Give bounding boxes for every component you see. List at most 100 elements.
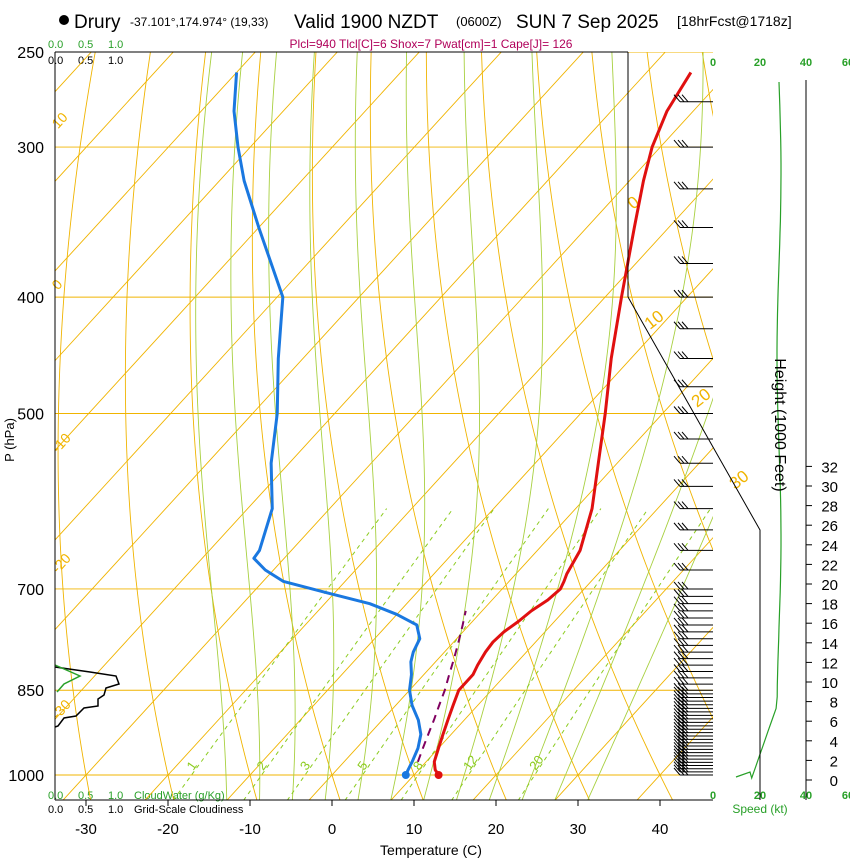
height-tick-label: 10 xyxy=(821,675,838,692)
isotherm-line xyxy=(390,447,713,800)
p-tick-label: 500 xyxy=(17,407,44,424)
wind-barb-flag xyxy=(681,562,689,571)
speed-tick-top: 40 xyxy=(800,57,812,69)
wind-barb-flag xyxy=(673,725,681,733)
isotherm-line xyxy=(55,52,174,182)
mixing-ratio-label: 1 xyxy=(183,758,199,773)
dry-adiabat-line xyxy=(124,52,175,800)
cloudiness-tick-top: 1.0 xyxy=(108,55,123,67)
speed-tick-bottom: 20 xyxy=(754,790,766,802)
wind-barb-flag xyxy=(681,631,689,640)
mixing-ratio-line xyxy=(286,508,495,800)
isotherm-line xyxy=(472,537,713,800)
wind-barb-flag xyxy=(673,755,681,763)
sounding-series xyxy=(232,71,693,779)
height-tick-label: 6 xyxy=(830,714,838,731)
x-tick-label: -30 xyxy=(75,821,97,838)
wind-barb-flag xyxy=(681,181,689,190)
cloudwater-tick-top: 0.0 xyxy=(48,39,63,51)
cloudiness-tick-top: 0.5 xyxy=(78,55,93,67)
wind-barb-flag xyxy=(673,431,681,440)
speed-tick-top: 20 xyxy=(754,57,766,69)
x-tick-label: 40 xyxy=(652,821,669,838)
wind-barb-flag xyxy=(681,479,689,487)
isotherm-label: -20 xyxy=(48,550,74,576)
wind-barb-flag xyxy=(677,610,685,619)
speed-tick-bottom: 40 xyxy=(800,790,812,802)
wind-barb-flag xyxy=(681,94,689,103)
station-coords: -37.101°,174.974° (19,33) xyxy=(130,15,268,29)
wind-barb-flag xyxy=(681,256,689,264)
wind-barb-flag xyxy=(673,501,681,509)
wind-barb-flag xyxy=(677,638,685,646)
mixing-ratio-label: 12 xyxy=(460,752,481,772)
wind-barb-flag xyxy=(681,589,689,597)
speed-tick-bottom: 0 xyxy=(710,790,716,802)
forecast-date: SUN 7 Sep 2025 xyxy=(516,12,659,33)
cloudwater-tick-bottom: 0.0 xyxy=(48,790,63,802)
wind-barb-flag xyxy=(673,767,681,776)
wind-barb-flag xyxy=(677,256,685,264)
wind-barb-flag xyxy=(677,351,685,359)
wind-barb-flag xyxy=(677,670,685,679)
valid-time: Valid 1900 NZDT xyxy=(294,12,439,33)
p-tick-label: 400 xyxy=(17,290,44,307)
wind-barb-flag xyxy=(677,664,685,672)
wind-barb-flag xyxy=(681,624,689,633)
wind-barb-flag xyxy=(677,624,685,633)
speed-tick-top: 0 xyxy=(710,57,716,69)
cloudiness-tick-bottom: 1.0 xyxy=(108,804,123,816)
wind-barb-flag xyxy=(673,732,681,740)
wind-barb-flag xyxy=(677,657,685,666)
wind-profile xyxy=(673,81,782,780)
wind-barb-flag xyxy=(681,543,689,551)
speed-tick-bottom: 60 xyxy=(842,790,850,802)
wind-barb-flag xyxy=(673,718,681,727)
height-tick-label: 20 xyxy=(821,577,838,594)
utc-time: (0600Z) xyxy=(456,14,502,29)
parcel-line xyxy=(416,610,467,763)
wind-barb-flag xyxy=(673,624,681,633)
frame-right-slant xyxy=(627,296,761,800)
wind-barb-flag xyxy=(673,603,681,612)
height-tick-label: 22 xyxy=(821,557,838,574)
cloudiness-tick-bottom: 0.0 xyxy=(48,804,63,816)
cloudiness-tick-bottom: 0.5 xyxy=(78,804,93,816)
wind-barb-flag xyxy=(677,379,685,388)
wind-barb-flag xyxy=(677,596,685,604)
wind-barb-flag xyxy=(681,431,689,440)
wind-barb-flag xyxy=(673,701,681,709)
dry-adiabat-line xyxy=(536,52,713,720)
cloud-scale-bottom: 0.0 0.5 1.0 CloudWater (g/Kg) 0.0 0.5 1.… xyxy=(48,790,244,816)
x-tick-label: -20 xyxy=(157,821,179,838)
wind-barb-flag xyxy=(673,181,681,190)
wind-barb-flag xyxy=(673,651,681,659)
wind-barb-flag xyxy=(673,351,681,359)
isotherm-label: 0 xyxy=(48,276,65,293)
wind-barb-flag xyxy=(677,501,685,509)
x-tick-label: 30 xyxy=(570,821,587,838)
wind-barb-flag xyxy=(673,94,681,103)
height-tick-label: 30 xyxy=(821,479,838,496)
wind-barb-flag xyxy=(673,764,681,773)
x-tick-label: 0 xyxy=(328,821,336,838)
wind-barb-flag xyxy=(673,704,681,713)
moist-adiabat-line xyxy=(230,52,261,800)
isotherm-line xyxy=(554,626,713,800)
cloudwater-tick-top: 0.5 xyxy=(78,39,93,51)
wind-barb-flag xyxy=(681,289,689,298)
mixing-ratio-label: 3 xyxy=(297,758,313,773)
p-tick-label: 700 xyxy=(17,582,44,599)
wind-barb-flag xyxy=(673,748,681,757)
wind-barb-flag xyxy=(681,617,689,626)
wind-barb-flag xyxy=(673,664,681,672)
moist-adiabat-line xyxy=(390,52,426,800)
wind-barb-flag xyxy=(677,406,685,414)
wind-barb-flag xyxy=(673,562,681,571)
wind-barb-flag xyxy=(681,651,689,659)
isotherm-line xyxy=(226,268,713,800)
mixing-ratio-line xyxy=(451,508,649,800)
wind-barb-flag xyxy=(681,139,689,148)
wind-barb-flag xyxy=(681,603,689,612)
